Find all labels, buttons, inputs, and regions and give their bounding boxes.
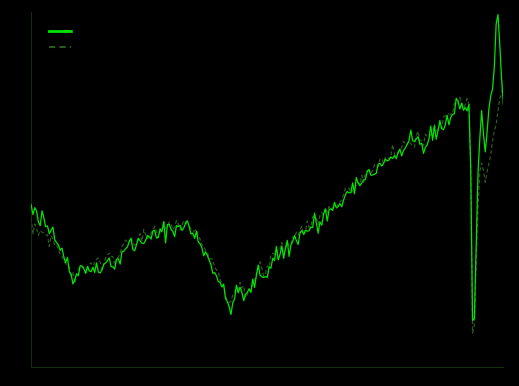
Legend: Job Openings, Quits: Job Openings, Quits bbox=[45, 23, 134, 56]
